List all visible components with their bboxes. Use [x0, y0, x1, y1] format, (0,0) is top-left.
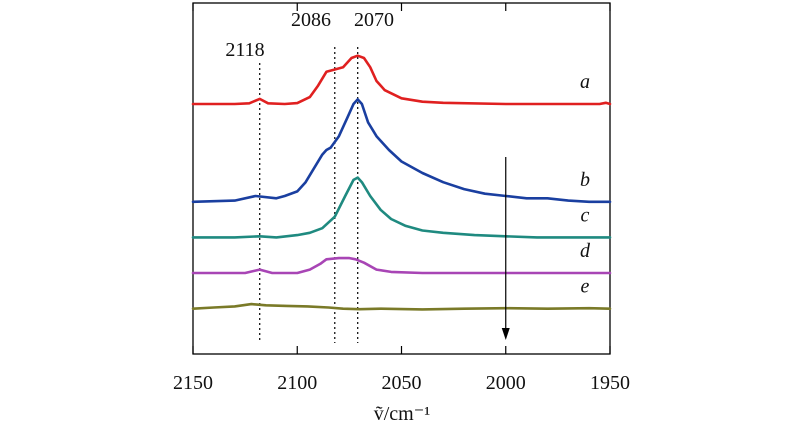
series-line-d	[191, 256, 612, 275]
series-line-a	[191, 54, 612, 106]
x-tick-label: 2000	[486, 372, 526, 394]
series-lines	[191, 54, 612, 311]
series-line-e	[191, 302, 612, 311]
series-label-a: a	[580, 71, 590, 93]
peak-label: 2086	[291, 9, 331, 31]
series-line-b	[191, 98, 612, 204]
series-label-e: e	[581, 276, 590, 298]
peak-guide-lines	[259, 47, 359, 343]
x-axis-label: ṽ/cm⁻¹	[374, 403, 431, 425]
series-label-b: b	[580, 169, 590, 191]
series-label-d: d	[580, 240, 591, 262]
trend-arrow	[501, 157, 510, 340]
x-tick-label: 2050	[382, 372, 422, 394]
series-line-c	[191, 176, 612, 239]
arrow-head	[501, 328, 510, 340]
peak-labels: 2118 2086 2070	[225, 9, 394, 61]
x-tick-label: 2150	[173, 372, 213, 394]
x-tick-label: 1950	[590, 372, 630, 394]
x-tick-label: 2100	[277, 372, 317, 394]
series-label-c: c	[581, 204, 590, 226]
peak-label: 2118	[225, 39, 264, 61]
peak-label: 2070	[354, 9, 394, 31]
x-axis-ticks: 2150 2100 2050 2000 1950	[173, 3, 630, 394]
